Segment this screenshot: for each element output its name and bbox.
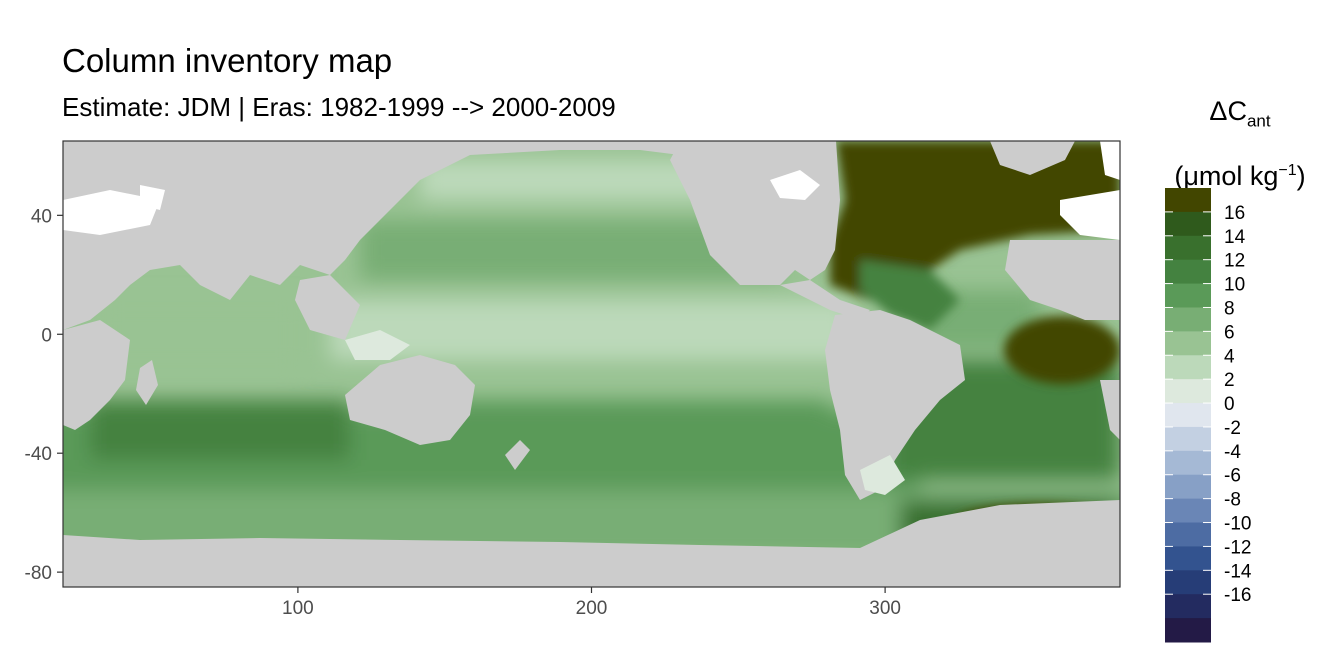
legend-break-label: -2 [1224,418,1241,439]
north-atlantic-high [830,141,1120,300]
missing-baltic [140,185,165,210]
marginal-patagonia [860,455,905,495]
land-africa-east-rim [1100,380,1120,440]
band-indian-south [90,400,350,460]
legend-break-label: -16 [1224,585,1251,606]
legend-title-unit: (μmol kg−1) [1160,146,1320,201]
legend-swatch [1165,570,1211,595]
legend-swatch [1165,355,1211,380]
legend-swatch [1165,307,1211,332]
gulf-of-guinea-high [1004,316,1120,384]
legend-break-label: -14 [1224,561,1252,582]
band-equatorial-pacific [330,300,850,360]
legend-break-label: -12 [1224,537,1251,558]
legend-title-sub: ant [1246,111,1271,131]
land-new-zealand [505,440,530,470]
legend-swatch [1165,450,1211,476]
y-tick-label: -40 [25,444,52,465]
legend-break-label: 8 [1224,298,1235,319]
x-tick-label: 300 [869,598,901,619]
legend-unit-prefix: (μmol kg [1174,161,1279,192]
missing-top-right [1100,141,1120,180]
legend-swatch [1165,283,1211,308]
land [63,141,1120,587]
land-southeast-asia [295,275,360,340]
map-panel [63,141,1120,587]
gulf-stream-band [860,260,960,330]
land-south-america [825,310,965,500]
legend-break-label: 10 [1224,275,1245,296]
legend-title-main: ΔC [1209,96,1247,126]
land-africa-south [63,320,130,430]
y-tick-label: 0 [41,325,52,346]
legend-swatch [1165,522,1211,547]
legend-swatch [1165,618,1211,643]
legend-break-label: -10 [1224,514,1251,535]
legend-swatch [1165,546,1211,571]
land-antarctica [63,500,1120,587]
missing-data [63,141,1120,240]
y-tick-label: 40 [31,206,52,227]
legend-swatch [1165,426,1211,452]
chart-title: Column inventory map [62,42,393,79]
legend-break-label: 2 [1224,370,1235,391]
land-africa-west [1005,240,1120,320]
legend-unit-sup: −1 [1278,162,1297,180]
legend-break-label: -4 [1224,442,1241,463]
legend-break-label: 0 [1224,394,1235,415]
legend-break-label: 4 [1224,346,1235,367]
band-north-indian [100,300,300,370]
legend-swatch [1165,379,1211,404]
land-greenland [990,141,1075,175]
legend-swatch [1165,235,1211,261]
land-eurasia-africa [63,141,836,330]
legend-break-label: 12 [1224,251,1245,272]
legend-break-label: 14 [1224,227,1246,248]
legend-title-variable: ΔCant [1160,86,1320,146]
legend: 16 14 12 108 6 4 2 0 -2 -4 -6 -8 -10-12 -14 -16 [1165,188,1252,643]
legend-swatch [1165,474,1211,500]
y-tick-label: -80 [25,563,52,584]
missing-arctic-west [63,190,160,235]
missing-hudson [770,170,820,200]
x-tick-label: 100 [282,598,314,619]
legend-break-label: 16 [1224,203,1245,224]
band-pacific-south [450,400,830,460]
legend-swatch [1165,188,1211,213]
legend-unit-suffix: ) [1296,161,1306,192]
legend-swatch [1165,594,1211,619]
legend-swatch [1165,259,1211,285]
marginal-indonesia [345,330,410,360]
land-central-america [780,280,870,320]
legend-swatch [1165,403,1211,428]
missing-arctic-east [1060,190,1120,240]
legend-swatch [1165,498,1211,524]
legend-break-label: 6 [1224,322,1235,343]
legend-swatch [1165,211,1211,237]
legend-break-label: -6 [1224,466,1241,487]
land-australia [345,355,475,445]
legend-swatch [1165,331,1211,356]
x-tick-label: 200 [576,598,608,619]
land-madagascar [136,360,158,405]
legend-break-label: -8 [1224,490,1241,511]
legend-title: ΔCant (μmol kg−1) [1160,86,1320,201]
marginal-seas [345,330,905,495]
chart-subtitle: Estimate: JDM | Eras: 1982-1999 --> 2000… [62,92,616,122]
